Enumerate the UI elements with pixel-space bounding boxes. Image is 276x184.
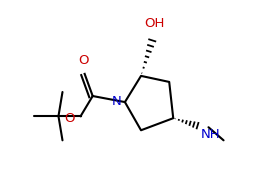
- Text: OH: OH: [144, 17, 164, 30]
- Text: O: O: [64, 112, 75, 125]
- Text: O: O: [78, 54, 89, 67]
- Text: N: N: [112, 95, 122, 108]
- Text: NH: NH: [200, 128, 220, 141]
